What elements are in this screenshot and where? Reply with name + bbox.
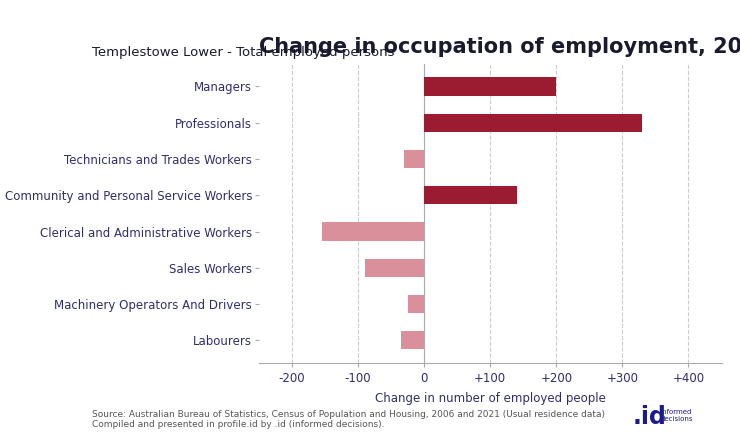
Text: Change in occupation of employment, 2006 to 2021: Change in occupation of employment, 2006… [259,37,740,57]
Bar [424,77,556,95]
Text: Templestowe Lower - Total employed persons: Templestowe Lower - Total employed perso… [92,46,395,59]
Bar [365,259,424,277]
Bar [424,114,642,132]
Bar [408,295,424,313]
X-axis label: Change in number of employed people: Change in number of employed people [375,392,605,405]
Bar [401,331,424,349]
Bar [404,150,424,168]
Bar [424,186,517,204]
Text: Source: Australian Bureau of Statistics, Census of Population and Housing, 2006 : Source: Australian Bureau of Statistics,… [92,410,605,429]
Bar [322,223,424,241]
Text: .id: .id [633,405,667,429]
Text: informed
decisions: informed decisions [661,409,693,422]
